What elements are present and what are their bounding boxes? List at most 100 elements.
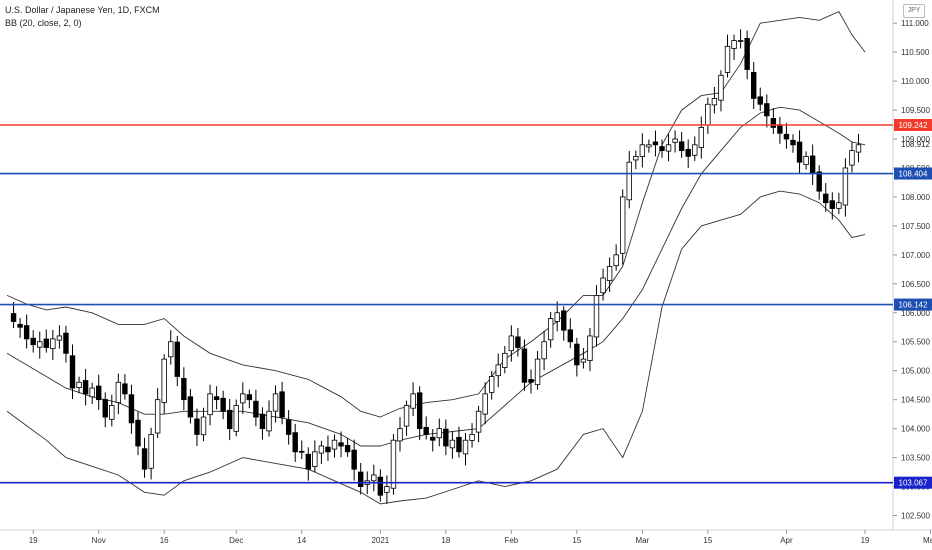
x-tick-label: May [923,536,932,545]
y-tick-label: 106.500 [901,280,930,289]
candle-down [351,449,357,470]
candle-down [377,476,384,496]
level-price-label: 109.242 [899,121,928,130]
candle-down [135,419,141,447]
indicator-label: BB (20, close, 2, 0) [5,18,82,28]
candle-up [37,341,43,348]
candle-down [141,448,148,470]
y-tick-label: 109.500 [901,106,930,115]
candle-up [613,254,619,267]
candle-up [384,486,390,493]
candle-down [561,310,567,331]
candle-down [226,409,233,430]
candle-up [508,335,515,352]
candle-down [102,399,108,418]
candle-up [803,155,809,166]
candle-down [69,355,76,389]
candle-down [325,446,331,453]
candle-down [456,436,462,453]
last-price-label: 108.912 [901,140,930,149]
candle-up [626,161,632,201]
candle-up [410,393,416,409]
level-price-label: 103.067 [899,479,928,488]
x-tick-label: 2021 [371,536,389,545]
candle-up [665,144,672,152]
level-price-badge [894,476,932,489]
candle-down [338,442,344,447]
x-tick-label: 19 [29,536,38,545]
candle-up [207,393,213,416]
candle-down [423,426,429,435]
candle-down [305,453,311,470]
level-price-label: 106.142 [899,301,928,310]
candle-up [390,439,397,489]
candle-up [436,428,442,439]
candle-up [593,295,600,338]
candle-down [17,323,23,328]
candle-down [829,200,835,209]
candle-down [521,348,528,383]
candle-up [692,144,698,156]
x-tick-label: 19 [861,536,870,545]
candle-down [809,155,816,175]
candle-up [200,416,207,436]
candle-up [56,335,63,341]
bollinger-middle-band [6,106,866,447]
candle-down [246,394,253,401]
candle-down [757,96,763,105]
y-tick-label: 102.500 [901,512,930,521]
level-price-badge [894,167,932,180]
candle-up [534,358,541,386]
candle-down [279,391,285,418]
candle-down [574,343,580,366]
candle-up [731,40,737,49]
candle-down [430,436,436,441]
candle-up [168,341,174,358]
candle-up [488,376,495,393]
y-tick-label: 105.500 [901,338,930,347]
x-tick-label: Apr [780,536,793,545]
currency-badge[interactable]: JPY [903,4,925,18]
candle-up [89,387,95,398]
candle-down [259,413,266,430]
candle-down [357,471,364,487]
bollinger-lower-band [6,190,866,505]
candle-down [678,141,685,152]
x-tick-label: Nov [92,536,106,545]
chart-legend: U.S. Dollar / Japanese Yen, 1D, FXCM BB … [5,4,160,30]
candle-up [554,312,560,322]
candle-down [416,392,423,430]
level-price-badge [894,298,932,311]
candle-up [495,364,501,377]
candle-up [331,439,338,450]
y-tick-label: 107.000 [901,251,930,260]
candle-up [672,138,678,143]
candle-down [43,338,49,348]
candle-down [220,397,226,412]
candle-up [580,358,587,363]
candle-up [403,405,410,427]
candle-down [194,418,200,435]
candle-up [587,335,593,361]
candle-down [299,450,305,453]
candle-down [174,341,180,377]
y-tick-label: 111.000 [901,19,929,28]
y-tick-label: 109.000 [901,135,930,144]
candle-up [842,167,849,206]
candle-down [751,71,757,99]
candle-up [482,393,488,415]
candle-up [646,144,652,148]
candle-up [737,40,744,42]
candle-up [272,393,279,412]
x-tick-label: Mar [635,536,649,545]
candle-down [823,193,829,204]
candle-down [292,432,298,453]
level-price-badge [894,118,932,131]
candle-down [253,400,259,418]
candle-up [233,405,239,432]
candle-down [96,385,102,401]
candle-up [711,98,718,106]
candle-up [462,439,469,455]
candle-up [541,341,547,360]
